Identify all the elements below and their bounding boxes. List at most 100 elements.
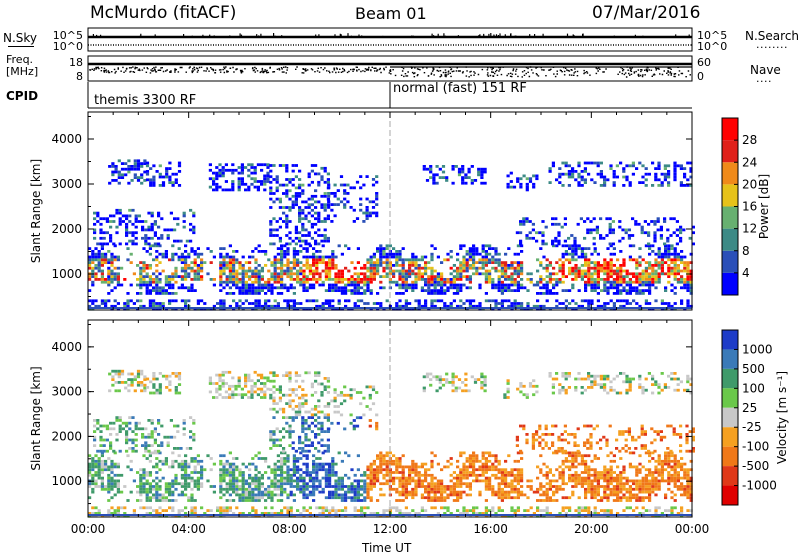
heatmap-cell [542, 474, 545, 477]
heatmap-cell [290, 278, 293, 281]
heatmap-cell [298, 209, 301, 212]
heatmap-cell [101, 272, 104, 275]
heatmap-cell [272, 192, 275, 195]
heatmap-cell [472, 480, 475, 483]
heatmap-cell [542, 499, 545, 502]
heatmap-cell [117, 275, 120, 278]
heatmap-cell [245, 281, 248, 284]
heatmap-cell [238, 480, 241, 483]
heatmap-cell [414, 264, 417, 267]
heatmap-cell [514, 281, 517, 284]
heatmap-cell [183, 226, 186, 229]
heatmap-cell [610, 468, 613, 471]
heatmap-cell [542, 267, 545, 270]
heatmap-cell [229, 485, 232, 488]
heatmap-cell [147, 229, 150, 232]
heatmap-cell [379, 253, 382, 256]
heatmap-cell [274, 463, 277, 466]
heatmap-cell [450, 491, 453, 494]
heatmap-cell [280, 488, 283, 491]
heatmap-cell [395, 270, 398, 273]
heatmap-cell [280, 275, 283, 278]
heatmap-cell [392, 471, 395, 474]
heatmap-cell [670, 253, 673, 256]
heatmap-cell [603, 477, 606, 480]
heatmap-cell [357, 454, 360, 457]
heatmap-cell [107, 258, 110, 261]
heatmap-cell [231, 172, 234, 175]
heatmap-cell [194, 258, 197, 261]
heatmap-cell [346, 184, 349, 187]
heatmap-cell [306, 457, 309, 460]
heatmap-cell [536, 292, 539, 295]
heatmap-cell [155, 471, 158, 474]
heatmap-cell [258, 275, 261, 278]
heatmap-cell [163, 229, 166, 232]
heatmap-cell [222, 172, 225, 175]
heatmap-cell [295, 187, 298, 190]
heatmap-cell [280, 250, 283, 253]
heatmap-cell [144, 240, 147, 243]
heatmap-cell [680, 466, 683, 469]
heatmap-cell [421, 466, 424, 469]
heatmap-cell [139, 267, 142, 270]
heatmap-cell [190, 267, 193, 270]
heatmap-cell [110, 488, 113, 491]
heatmap-cell [437, 256, 440, 259]
heatmap-cell [571, 167, 574, 170]
heatmap-cell [149, 267, 152, 270]
heatmap-cell [290, 272, 293, 275]
heatmap-cell [241, 180, 244, 183]
heatmap-cell [440, 286, 443, 289]
heatmap-cell [280, 253, 283, 256]
heatmap-cell [658, 264, 661, 267]
heatmap-cell [648, 499, 651, 502]
heatmap-cell [606, 454, 609, 457]
heatmap-cell [625, 176, 628, 179]
heatmap-cell [557, 234, 560, 237]
heatmap-cell [181, 256, 184, 259]
heatmap-cell [343, 189, 346, 192]
heatmap-cell [618, 240, 621, 243]
heatmap-cell [293, 460, 296, 463]
heatmap-cell [661, 258, 664, 261]
heatmap-cell [295, 164, 298, 167]
heatmap-cell [366, 468, 369, 471]
heatmap-cell [466, 267, 469, 270]
heatmap-cell [501, 474, 504, 477]
heatmap-cell [299, 261, 302, 264]
heatmap-cell [187, 474, 190, 477]
heatmap-cell [354, 485, 357, 488]
heatmap-cell [570, 234, 573, 237]
heatmap-cell [663, 220, 666, 223]
heatmap-cell [379, 468, 382, 471]
heatmap-cell [101, 477, 104, 480]
heatmap-cell [315, 466, 318, 469]
heatmap-cell [686, 275, 689, 278]
heatmap-cell [301, 223, 304, 226]
heatmap-cell [432, 173, 435, 176]
heatmap-cell [539, 292, 542, 295]
heatmap-cell [402, 264, 405, 267]
heatmap-cell [104, 485, 107, 488]
heatmap-cell [482, 474, 485, 477]
heatmap-cell [498, 471, 501, 474]
heatmap-cell [411, 477, 414, 480]
heatmap-cell [491, 468, 494, 471]
heatmap-cell [158, 480, 161, 483]
heatmap-cell [187, 264, 190, 267]
heatmap-cell [478, 267, 481, 270]
heatmap-cell [331, 289, 334, 292]
heatmap-cell [525, 217, 528, 220]
heatmap-cell [610, 267, 613, 270]
heatmap-cell [93, 217, 96, 220]
heatmap-cell [194, 499, 197, 502]
heatmap-cell [110, 289, 113, 292]
heatmap-cell [242, 286, 245, 289]
heatmap-cell [453, 482, 456, 485]
heatmap-cell [181, 474, 184, 477]
heatmap-cell [308, 212, 311, 215]
heatmap-cell [379, 256, 382, 259]
heatmap-cell [392, 247, 395, 250]
heatmap-cell [363, 284, 366, 287]
